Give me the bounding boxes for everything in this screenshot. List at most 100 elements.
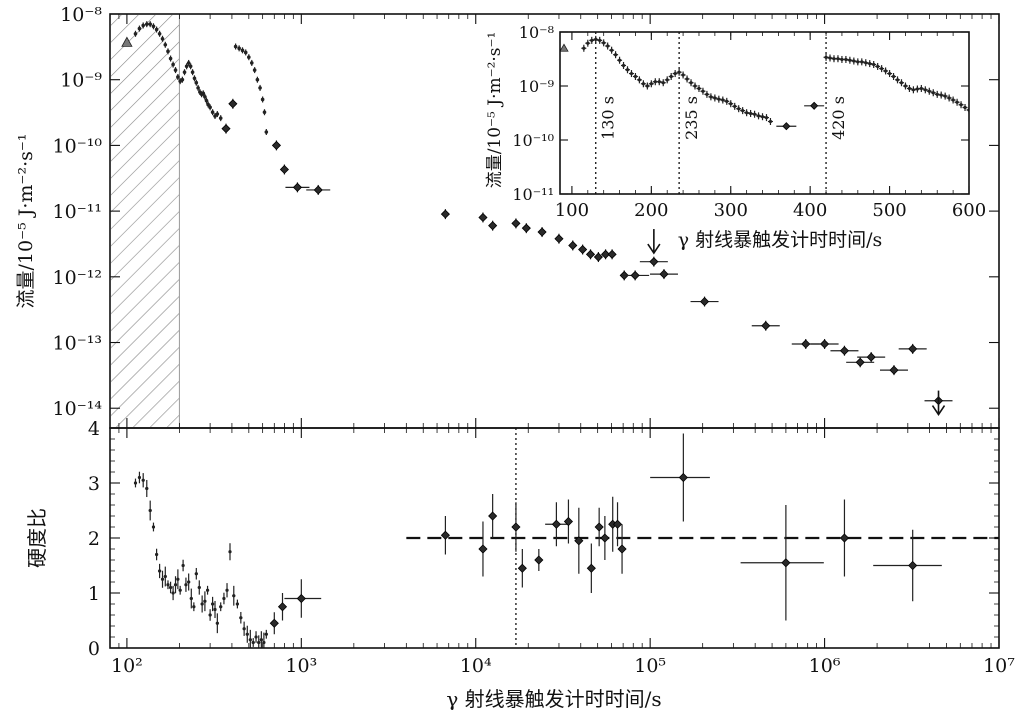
inset-cross-point (676, 68, 682, 76)
hardness-point (563, 499, 574, 544)
flux-small-point (160, 35, 165, 42)
flux-diamond (761, 321, 771, 331)
flux-y-tick-label: 10⁻⁹ (60, 70, 102, 92)
hardness-y-tick-label: 4 (88, 418, 100, 440)
flux-point (488, 220, 498, 231)
hardness-point (617, 524, 627, 574)
flux-data-points (121, 21, 953, 417)
flux-point (857, 352, 886, 363)
flux-small-point (184, 63, 189, 70)
flux-small-point (206, 101, 210, 108)
inset-cross-point (581, 44, 587, 52)
hardness-cross-point (168, 581, 173, 594)
inset-x-tick-label: 200 (634, 200, 668, 221)
hardness-cross-point (137, 471, 142, 484)
flux-point (440, 209, 450, 220)
flux-diamond (313, 185, 323, 195)
inset-cross-point (597, 36, 603, 44)
hardness-diamond (488, 511, 498, 521)
hardness-point (600, 516, 610, 560)
inset-vline-label: 130 s (599, 96, 618, 140)
flux-diamond (228, 99, 238, 109)
flux-diamond (593, 252, 603, 262)
hardness-y-tick-label: 2 (88, 528, 100, 550)
hardness-point (740, 505, 824, 621)
inset-y-tick-label: 10⁻¹⁰ (512, 131, 554, 150)
inset-cross-point (640, 80, 646, 88)
flux-diamond (511, 218, 521, 228)
flux-small-point (243, 49, 248, 56)
flux-small-point (137, 25, 142, 32)
hardness-cross-point (254, 631, 258, 643)
flux-point (306, 184, 331, 195)
inset-cross-point (902, 82, 908, 90)
inset-cross-point (609, 46, 615, 54)
flux-small-point (255, 76, 260, 83)
flux-small-point (176, 73, 180, 80)
flux-small-point (148, 21, 152, 28)
x-tick-label: 10⁵ (634, 655, 666, 677)
flux-panel: 10⁻⁸ 10⁻⁹ 10⁻¹⁰ 10⁻¹¹ 10⁻¹² 10⁻¹³ 10⁻¹⁴ 流量/10⁻… (15, 4, 1000, 429)
flux-diamond (521, 223, 531, 233)
triangle-marker (121, 36, 133, 47)
flux-small-point (208, 104, 212, 111)
inset-cross-point (748, 109, 754, 117)
hardness-point (650, 433, 710, 522)
inset-cross-point (835, 55, 841, 63)
flux-point (228, 98, 238, 109)
inset-cross-point (613, 51, 619, 59)
flux-small-point (192, 75, 197, 82)
flux-diamond (568, 240, 578, 251)
flux-small-point (190, 69, 195, 76)
hardness-cross-point (222, 592, 226, 605)
flux-small-point (215, 111, 220, 118)
inset-cross-point (696, 84, 702, 92)
hardness-diamond (296, 593, 306, 604)
hardness-cross-point (264, 629, 268, 639)
hardness-cross-point (245, 625, 249, 643)
inset-data-points (560, 35, 969, 131)
flux-small-point (180, 76, 185, 83)
hardness-cross-point (145, 479, 149, 498)
flux-small-point (173, 67, 178, 74)
inset-cross-point (767, 118, 773, 126)
inset-y-tick-label: 10⁻⁸ (519, 23, 554, 42)
inset-cross-point (688, 79, 694, 87)
flux-diamond (908, 344, 918, 354)
inset-cross-point (732, 102, 738, 110)
hardness-cross-point (178, 585, 182, 595)
inset-cross-point (752, 110, 758, 118)
flux-diamond (801, 339, 811, 349)
flux-point (600, 249, 611, 260)
inset-cross-point (656, 78, 662, 86)
hardness-cross-point (242, 621, 246, 636)
hardness-diamond (617, 544, 627, 554)
x-axis-label: γ 射线暴触发计时时间/s (446, 687, 661, 711)
flux-point (271, 140, 282, 151)
flux-small-point (171, 61, 175, 68)
flux-point (221, 123, 231, 134)
inset-cross-point (863, 59, 869, 67)
hardness-diamond (586, 563, 596, 573)
hardness-cross-point (189, 588, 193, 609)
hardness-cross-point (259, 631, 263, 648)
flux-point (846, 357, 875, 368)
hardness-diamond (678, 472, 688, 483)
hardness-diamond (839, 533, 850, 543)
flux-diamond (292, 182, 303, 192)
inset-cross-point (763, 114, 769, 122)
flux-diamond (279, 164, 289, 175)
inset-cross-point (672, 70, 678, 78)
hardness-cross-point (213, 600, 217, 619)
inset-cross-point (684, 75, 690, 83)
flux-diamond (659, 269, 669, 279)
flux-point (830, 345, 859, 356)
flux-point (578, 244, 588, 255)
hardness-point (277, 593, 288, 621)
hardness-y-axis-label: 硬度比 (25, 508, 49, 568)
hardness-cross-point (262, 632, 266, 648)
hardness-diamond (563, 516, 574, 527)
inset-cross-point (720, 96, 726, 104)
inset-cross-point (700, 87, 706, 95)
flux-small-point (210, 109, 215, 116)
